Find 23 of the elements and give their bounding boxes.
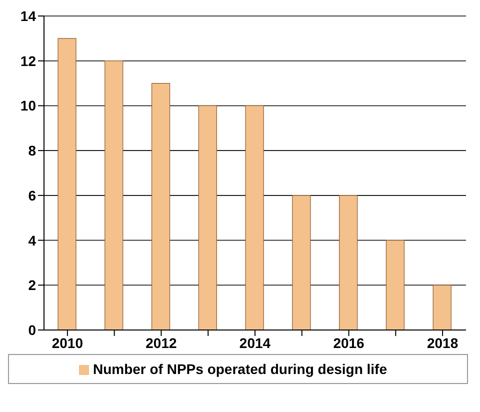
bar — [151, 82, 170, 330]
y-tick-label: 0 — [28, 322, 36, 338]
x-tick-label: 2016 — [333, 334, 365, 351]
y-tick-label: 14 — [20, 8, 36, 24]
x-tick-label: 2014 — [239, 334, 271, 351]
bar — [104, 60, 124, 330]
legend-label: Number of NPPs operated during design life — [92, 361, 388, 377]
bar — [245, 105, 264, 330]
x-tick-label: 2010 — [52, 334, 84, 351]
bar — [58, 38, 76, 330]
y-tick-label: 12 — [20, 52, 36, 69]
bar — [339, 195, 358, 330]
y-tick-label: 8 — [28, 142, 36, 159]
bar — [386, 240, 405, 330]
bar — [292, 195, 311, 330]
x-tick-label: 2012 — [146, 334, 178, 351]
y-tick-label: 4 — [28, 232, 36, 248]
bar — [432, 284, 452, 330]
y-tick-label: 2 — [28, 277, 36, 294]
x-tick-label: 2018 — [426, 334, 458, 351]
bar — [198, 105, 217, 330]
y-tick-label: 6 — [28, 187, 36, 204]
y-tick-label: 10 — [20, 98, 36, 114]
